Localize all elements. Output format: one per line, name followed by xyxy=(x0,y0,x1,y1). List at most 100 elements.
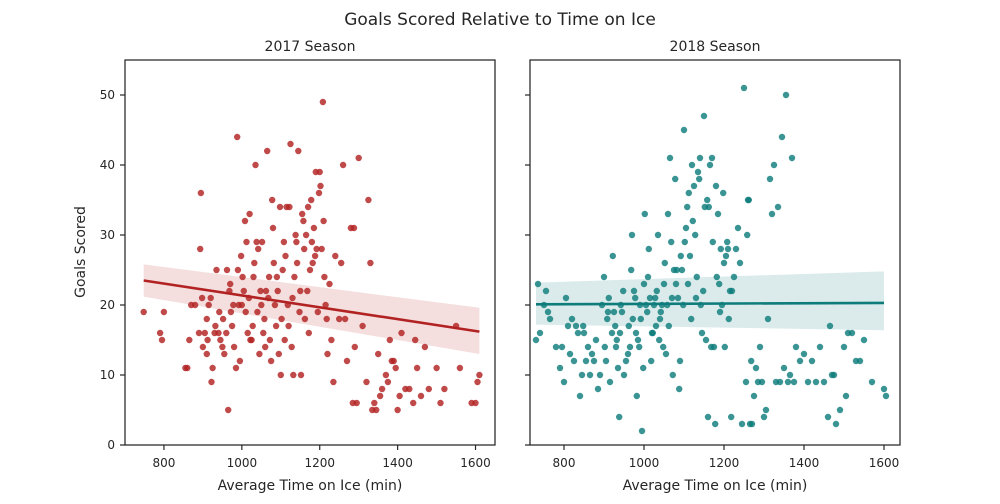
x-tick-label-2018: 1600 xyxy=(869,456,900,470)
data-point-2018 xyxy=(717,245,724,253)
data-point-2018 xyxy=(738,420,746,428)
data-point-2017 xyxy=(267,357,275,365)
data-point-2017 xyxy=(260,329,267,337)
data-point-2018 xyxy=(632,294,639,302)
data-point-2017 xyxy=(338,259,345,267)
data-point-2017 xyxy=(476,371,483,379)
data-point-2018 xyxy=(826,322,834,330)
data-point-2018 xyxy=(784,378,792,386)
data-point-2018 xyxy=(578,371,586,379)
data-point-2017 xyxy=(272,322,280,330)
data-point-2017 xyxy=(240,287,247,295)
data-point-2018 xyxy=(556,364,564,372)
data-point-2017 xyxy=(304,287,311,295)
data-point-2018 xyxy=(669,371,676,379)
data-point-2017 xyxy=(313,245,320,253)
data-point-2018 xyxy=(618,308,626,316)
data-point-2018 xyxy=(724,238,731,246)
data-point-2018 xyxy=(745,196,752,204)
data-point-2017 xyxy=(205,301,212,309)
data-point-2017 xyxy=(207,294,214,302)
data-point-2018 xyxy=(628,266,635,274)
data-point-2018 xyxy=(704,413,712,421)
data-point-2018 xyxy=(590,357,598,365)
confidence-band-2017 xyxy=(143,264,480,354)
data-point-2018 xyxy=(868,378,876,386)
data-point-2017 xyxy=(201,329,208,337)
data-point-2018 xyxy=(750,392,758,400)
data-point-2018 xyxy=(748,420,756,428)
x-tick-label-2018: 1000 xyxy=(629,456,660,470)
data-point-2017 xyxy=(208,378,215,386)
panel-title-2018: 2018 Season xyxy=(670,39,761,55)
figure-title: Goals Scored Relative to Time on Ice xyxy=(344,10,656,30)
data-point-2018 xyxy=(840,343,848,351)
data-point-2017 xyxy=(198,294,206,302)
data-point-2018 xyxy=(582,357,590,365)
data-point-2017 xyxy=(310,224,318,232)
data-point-2018 xyxy=(570,357,578,365)
data-point-2018 xyxy=(702,336,710,344)
data-point-2018 xyxy=(649,329,656,337)
data-point-2017 xyxy=(406,385,413,393)
data-point-2018 xyxy=(632,329,640,337)
data-point-2017 xyxy=(365,196,372,204)
data-point-2017 xyxy=(456,364,464,372)
data-point-2017 xyxy=(300,217,307,225)
data-point-2018 xyxy=(705,203,712,211)
data-point-2018 xyxy=(638,427,646,435)
data-point-2017 xyxy=(234,133,241,141)
data-point-2017 xyxy=(441,385,448,393)
data-point-2017 xyxy=(353,399,360,407)
data-point-2017 xyxy=(241,217,249,225)
data-point-2018 xyxy=(600,273,608,281)
data-point-2018 xyxy=(605,294,612,302)
data-point-2018 xyxy=(688,315,695,323)
data-point-2018 xyxy=(689,217,696,225)
data-point-2017 xyxy=(158,336,166,344)
data-point-2017 xyxy=(195,329,203,337)
data-point-2018 xyxy=(692,294,700,302)
data-point-2018 xyxy=(602,357,610,365)
data-point-2017 xyxy=(257,287,264,295)
data-point-2017 xyxy=(273,273,281,281)
data-point-2018 xyxy=(812,378,820,386)
data-point-2018 xyxy=(574,329,582,337)
data-point-2018 xyxy=(644,308,651,316)
data-point-2017 xyxy=(293,259,301,267)
y-tick-label-2017: 10 xyxy=(100,368,115,382)
y-tick-label-2017: 20 xyxy=(100,298,115,312)
data-point-2018 xyxy=(633,392,640,400)
data-point-2017 xyxy=(250,273,257,281)
data-point-2018 xyxy=(641,210,648,218)
data-point-2018 xyxy=(636,343,643,351)
data-point-2017 xyxy=(258,301,265,309)
data-point-2017 xyxy=(378,385,386,393)
y-axis-label: Goals Scored xyxy=(73,206,89,298)
data-point-2017 xyxy=(320,217,327,225)
data-point-2017 xyxy=(301,315,309,323)
data-point-2017 xyxy=(237,252,245,260)
data-point-2017 xyxy=(301,245,308,253)
data-point-2018 xyxy=(604,308,612,316)
data-point-2018 xyxy=(596,371,604,379)
data-point-2017 xyxy=(253,238,260,246)
y-tick-label-2017: 30 xyxy=(100,228,115,242)
x-tick-label-2017: 1400 xyxy=(382,456,413,470)
data-point-2018 xyxy=(668,238,675,246)
data-point-2018 xyxy=(674,294,682,302)
data-point-2018 xyxy=(544,308,552,316)
data-point-2017 xyxy=(213,266,220,274)
data-point-2018 xyxy=(832,420,840,428)
data-point-2018 xyxy=(668,294,676,302)
data-point-2018 xyxy=(604,315,611,323)
data-point-2018 xyxy=(625,322,632,330)
panel-2017: 2017 Season Average Time on Ice (min) 80… xyxy=(100,39,496,494)
data-point-2017 xyxy=(308,238,316,246)
data-point-2018 xyxy=(720,189,727,197)
data-point-2017 xyxy=(311,252,319,260)
regression-line-2017 xyxy=(143,279,480,333)
data-point-2017 xyxy=(437,399,444,407)
data-point-2018 xyxy=(700,112,708,120)
data-point-2018 xyxy=(713,273,720,281)
